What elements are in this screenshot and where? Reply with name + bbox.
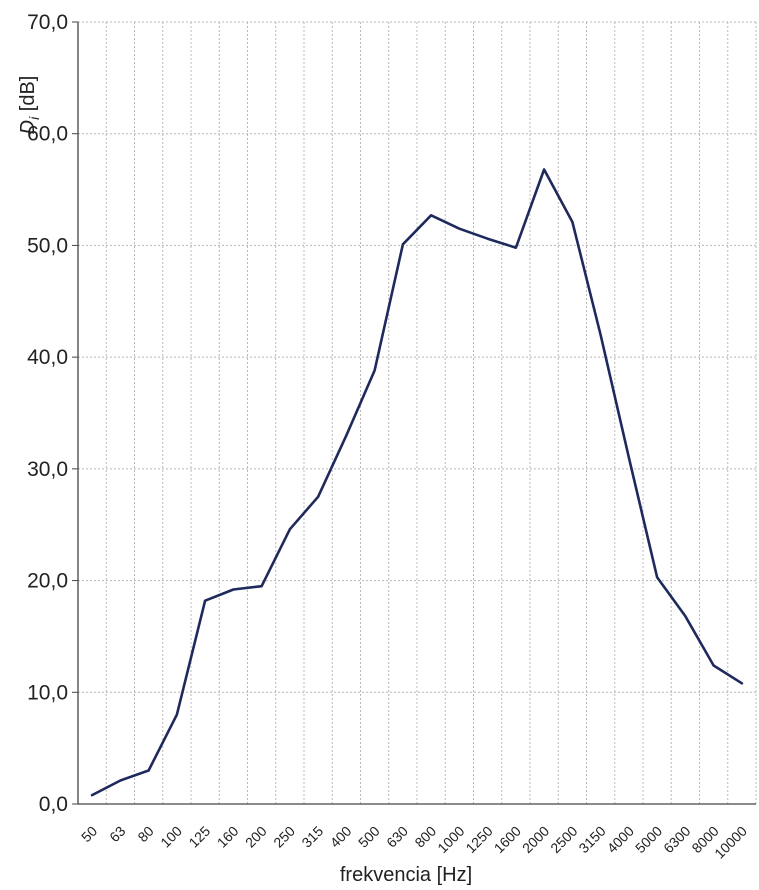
y-tick-label: 0,0 — [39, 793, 68, 816]
x-tick-labels: 50 63 80 100 125 160 200 250 315 400 500 630 8001000… — [78, 823, 750, 862]
x-tick-label: 400 — [327, 823, 355, 851]
x-tick-label: 250 — [270, 823, 298, 851]
y-tick-label: 70,0 — [27, 11, 68, 34]
x-tick-label: 80 — [134, 823, 156, 845]
x-tick-label: 500 — [355, 823, 383, 851]
y-axis-label-symbol: D — [17, 120, 39, 134]
x-tick-label: 2500 — [547, 823, 580, 856]
x-tick-label: 3150 — [575, 823, 608, 856]
x-tick-label: 1600 — [491, 823, 524, 856]
y-tick-label: 30,0 — [27, 458, 68, 481]
x-tick-label: 5000 — [632, 823, 665, 856]
x-tick-label: 63 — [106, 823, 128, 845]
y-tick-label: 10,0 — [27, 681, 68, 704]
series-line — [90, 168, 744, 797]
x-tick-label: 4000 — [604, 823, 637, 856]
x-tick-label: 10000 — [711, 823, 750, 862]
series — [90, 168, 744, 797]
y-axis-label: Di [dB] — [17, 76, 42, 135]
y-tick-label: 20,0 — [27, 570, 68, 593]
x-axis-label: frekvencia [Hz] — [340, 864, 472, 886]
x-tick-label: 1250 — [462, 823, 495, 856]
x-tick-label: 1000 — [434, 823, 467, 856]
x-tick-label: 100 — [157, 823, 185, 851]
x-tick-label: 630 — [383, 823, 411, 851]
grid — [78, 21, 757, 804]
x-tick-label: 125 — [185, 823, 213, 851]
x-tick-label: 200 — [242, 823, 270, 851]
y-tick-labels: 0,0 10,0 20,0 30,0 40,0 50,0 60,0 70,0 — [27, 11, 68, 816]
y-tick-label: 40,0 — [27, 346, 68, 369]
x-tick-label: 160 — [214, 823, 242, 851]
x-tick-label: 2000 — [519, 823, 552, 856]
y-tick-label: 60,0 — [27, 123, 68, 146]
axes — [72, 21, 756, 805]
y-tick-label: 50,0 — [27, 234, 68, 257]
y-axis-label-unit: [dB] — [17, 76, 39, 117]
x-tick-label: 50 — [78, 823, 100, 845]
x-tick-label: 315 — [298, 823, 326, 851]
y-axis-label-subscript: i — [26, 116, 42, 120]
x-tick-label: 6300 — [660, 823, 693, 856]
